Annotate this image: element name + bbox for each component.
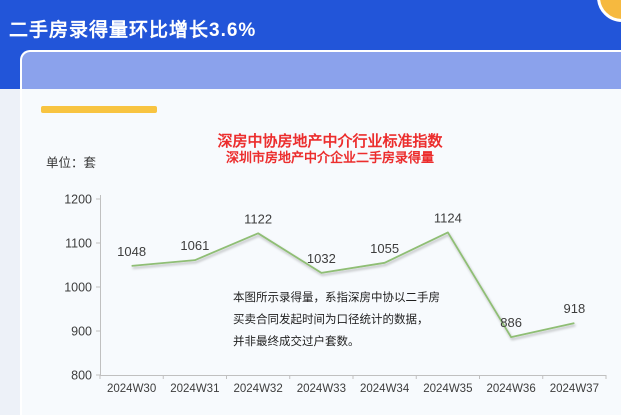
svg-text:1200: 1200 [64,193,92,207]
svg-text:2024W34: 2024W34 [360,383,410,395]
annotation-line: 本图所示录得量，系指深房中协以二手房 [233,292,440,304]
unit-label: 单位：套 [46,156,97,170]
annotation-line: 买卖合同发起时间为口径统计的数据， [233,314,429,326]
svg-text:2024W37: 2024W37 [550,383,599,395]
svg-text:1124: 1124 [434,210,462,225]
svg-text:886: 886 [500,315,522,330]
annotation-line: 并非最终成交过户套数。 [233,336,360,348]
svg-text:800: 800 [71,369,92,383]
svg-text:1048: 1048 [117,244,146,259]
svg-text:1061: 1061 [180,238,209,253]
svg-text:2024W36: 2024W36 [487,383,536,395]
line-chart-container: 800 900 1000 1100 1200 2024W30 2024W31 2024W32 2… [30,185,615,405]
svg-text:2024W31: 2024W31 [170,383,219,395]
svg-text:1055: 1055 [370,241,399,256]
svg-text:2024W32: 2024W32 [234,383,283,395]
page-title: 二手房录得量环比增长3.6% [9,20,257,41]
svg-text:1032: 1032 [307,251,336,266]
svg-text:900: 900 [71,325,92,339]
svg-text:1100: 1100 [65,237,92,251]
chart-title-block: 深房中协房地产中介行业标准指数 深圳市房地产中介企业二手房录得量 [100,133,560,166]
svg-text:918: 918 [564,301,586,316]
yellow-accent-bar [41,106,157,113]
card-header-band [22,52,621,89]
svg-text:1122: 1122 [244,211,272,226]
svg-text:2024W30: 2024W30 [107,383,156,395]
chart-annotation: 本图所示录得量，系指深房中协以二手房 买卖合同发起时间为口径统计的数据， 并非最… [233,287,440,353]
chart-title: 深房中协房地产中介行业标准指数 [217,133,443,150]
svg-text:2024W33: 2024W33 [297,383,346,395]
svg-text:2024W35: 2024W35 [423,383,472,395]
svg-text:1000: 1000 [64,281,92,295]
chart-subtitle: 深圳市房地产中介企业二手房录得量 [225,150,434,165]
line-chart: 800 900 1000 1100 1200 2024W30 2024W31 2024W32 2… [64,193,607,395]
